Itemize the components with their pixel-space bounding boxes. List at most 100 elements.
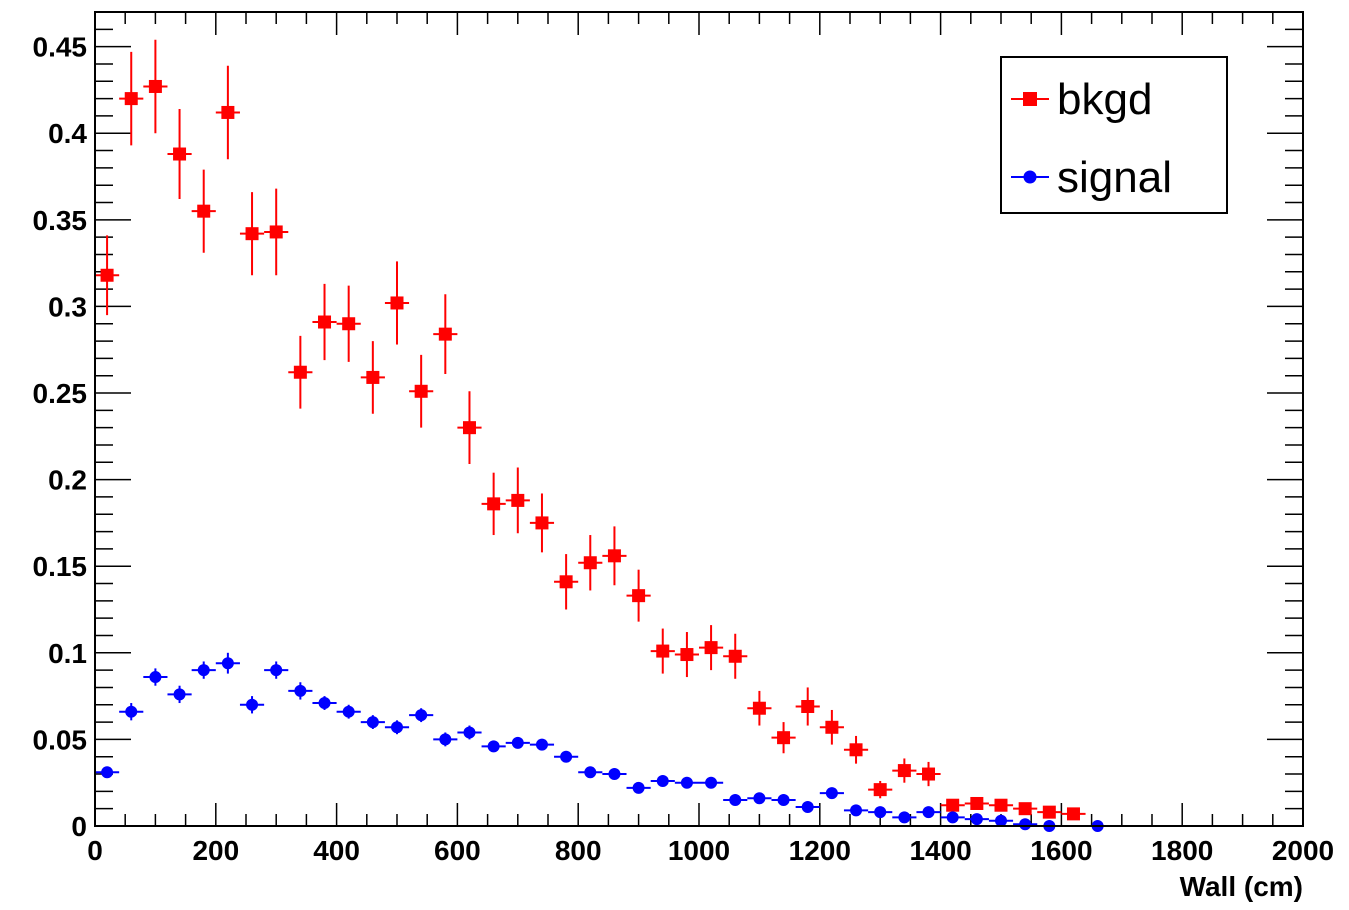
legend-items: bkgd signal bbox=[1011, 75, 1172, 202]
x-tick-label: 200 bbox=[192, 835, 239, 866]
data-point-signal bbox=[868, 806, 893, 819]
x-tick-label: 1400 bbox=[909, 835, 971, 866]
marker-circle bbox=[584, 766, 597, 779]
data-point-signal bbox=[481, 740, 506, 753]
data-point-signal bbox=[1013, 818, 1038, 831]
marker-circle bbox=[173, 688, 186, 701]
marker-circle bbox=[342, 705, 355, 718]
data-point-bkgd bbox=[1037, 805, 1062, 819]
data-point-signal bbox=[723, 794, 748, 807]
data-point-bkgd bbox=[771, 722, 796, 754]
marker-circle bbox=[366, 716, 379, 729]
marker-square bbox=[752, 701, 766, 715]
data-point-signal bbox=[602, 768, 627, 781]
y-tick-label: 0.35 bbox=[33, 205, 88, 236]
marker-square bbox=[511, 493, 525, 507]
marker-circle bbox=[535, 738, 548, 751]
marker-circle bbox=[318, 697, 331, 710]
y-tick-label: 0.2 bbox=[48, 465, 87, 496]
x-tick-label: 1200 bbox=[789, 835, 851, 866]
marker-circle bbox=[246, 698, 259, 711]
marker-circle bbox=[753, 792, 766, 805]
data-point-bkgd bbox=[288, 335, 313, 409]
data-point-bkgd bbox=[167, 108, 192, 200]
marker-circle bbox=[777, 794, 790, 807]
marker-square bbox=[970, 796, 984, 810]
data-point-bkgd bbox=[626, 569, 651, 622]
marker-circle bbox=[101, 766, 114, 779]
data-point-signal bbox=[215, 652, 240, 674]
data-point-signal bbox=[312, 696, 337, 710]
data-point-signal bbox=[336, 704, 361, 719]
marker-square bbox=[632, 589, 646, 603]
data-point-bkgd bbox=[433, 294, 458, 374]
marker-circle bbox=[439, 733, 452, 746]
marker-circle bbox=[149, 671, 162, 684]
marker-square bbox=[438, 327, 452, 341]
marker-circle bbox=[995, 814, 1007, 827]
data-point-signal bbox=[554, 750, 579, 763]
x-tick-label: 1800 bbox=[1151, 835, 1213, 866]
data-point-bkgd bbox=[843, 735, 869, 764]
data-point-signal bbox=[119, 703, 144, 721]
marker-circle bbox=[898, 811, 911, 824]
marker-circle bbox=[705, 776, 718, 789]
data-point-signal bbox=[288, 682, 313, 700]
x-tick-label: 800 bbox=[555, 835, 602, 866]
data-point-bkgd bbox=[964, 796, 989, 810]
data-point-bkgd bbox=[119, 51, 144, 146]
marker-circle bbox=[560, 750, 573, 763]
data-point-bkgd bbox=[409, 354, 434, 428]
y-tick-labels: 0 0.05 0.1 0.15 0.2 0.25 0.3 0.35 0.4 0.45 bbox=[33, 32, 88, 842]
marker-square bbox=[825, 720, 839, 734]
marker-circle bbox=[850, 804, 863, 817]
data-point-signal bbox=[747, 792, 772, 805]
marker-square bbox=[559, 575, 573, 589]
data-point-bkgd bbox=[940, 798, 965, 812]
data-point-signal bbox=[940, 811, 965, 824]
y-tick-label: 0.1 bbox=[48, 638, 87, 669]
marker-square bbox=[124, 92, 138, 106]
x-tick-labels: 0 200 400 600 800 1000 1200 1400 1600 1800 2000 bbox=[87, 835, 1334, 866]
data-point-signal bbox=[626, 781, 651, 794]
marker-square bbox=[148, 79, 162, 93]
data-point-signal bbox=[409, 708, 434, 723]
legend-marker-square bbox=[1023, 92, 1037, 106]
marker-square bbox=[801, 699, 815, 713]
marker-circle bbox=[632, 781, 645, 794]
marker-square bbox=[269, 225, 283, 239]
marker-square bbox=[173, 147, 187, 161]
x-tick-label: 1000 bbox=[668, 835, 730, 866]
data-point-signal bbox=[650, 774, 675, 787]
x-tick-label: 400 bbox=[313, 835, 360, 866]
marker-square bbox=[100, 268, 114, 282]
data-point-bkgd bbox=[892, 758, 917, 783]
x-tick-label: 1600 bbox=[1030, 835, 1092, 866]
data-point-bkgd bbox=[191, 169, 216, 253]
data-point-bkgd bbox=[312, 283, 337, 361]
data-point-signal bbox=[699, 776, 724, 789]
x-tick-label: 0 bbox=[87, 835, 103, 866]
marker-circle bbox=[294, 684, 307, 697]
marker-square bbox=[221, 105, 235, 119]
data-point-bkgd bbox=[215, 65, 240, 160]
data-point-bkgd bbox=[481, 472, 506, 536]
data-point-bkgd bbox=[1013, 802, 1038, 816]
marker-square bbox=[197, 204, 211, 218]
marker-circle bbox=[391, 721, 403, 734]
x-axis-title: Wall (cm) bbox=[1180, 871, 1303, 902]
marker-circle bbox=[1019, 818, 1032, 831]
marker-circle bbox=[874, 806, 887, 819]
y-tick-label: 0 bbox=[71, 811, 87, 842]
data-point-bkgd bbox=[916, 761, 941, 787]
data-point-bkgd bbox=[554, 554, 579, 610]
data-point-bkgd bbox=[239, 192, 265, 276]
marker-circle bbox=[825, 787, 838, 800]
marker-square bbox=[656, 644, 670, 658]
data-point-bkgd bbox=[578, 535, 603, 591]
legend-label: signal bbox=[1057, 153, 1172, 202]
marker-square bbox=[366, 370, 380, 384]
marker-square bbox=[946, 798, 960, 812]
plot-frame bbox=[94, 11, 1304, 827]
